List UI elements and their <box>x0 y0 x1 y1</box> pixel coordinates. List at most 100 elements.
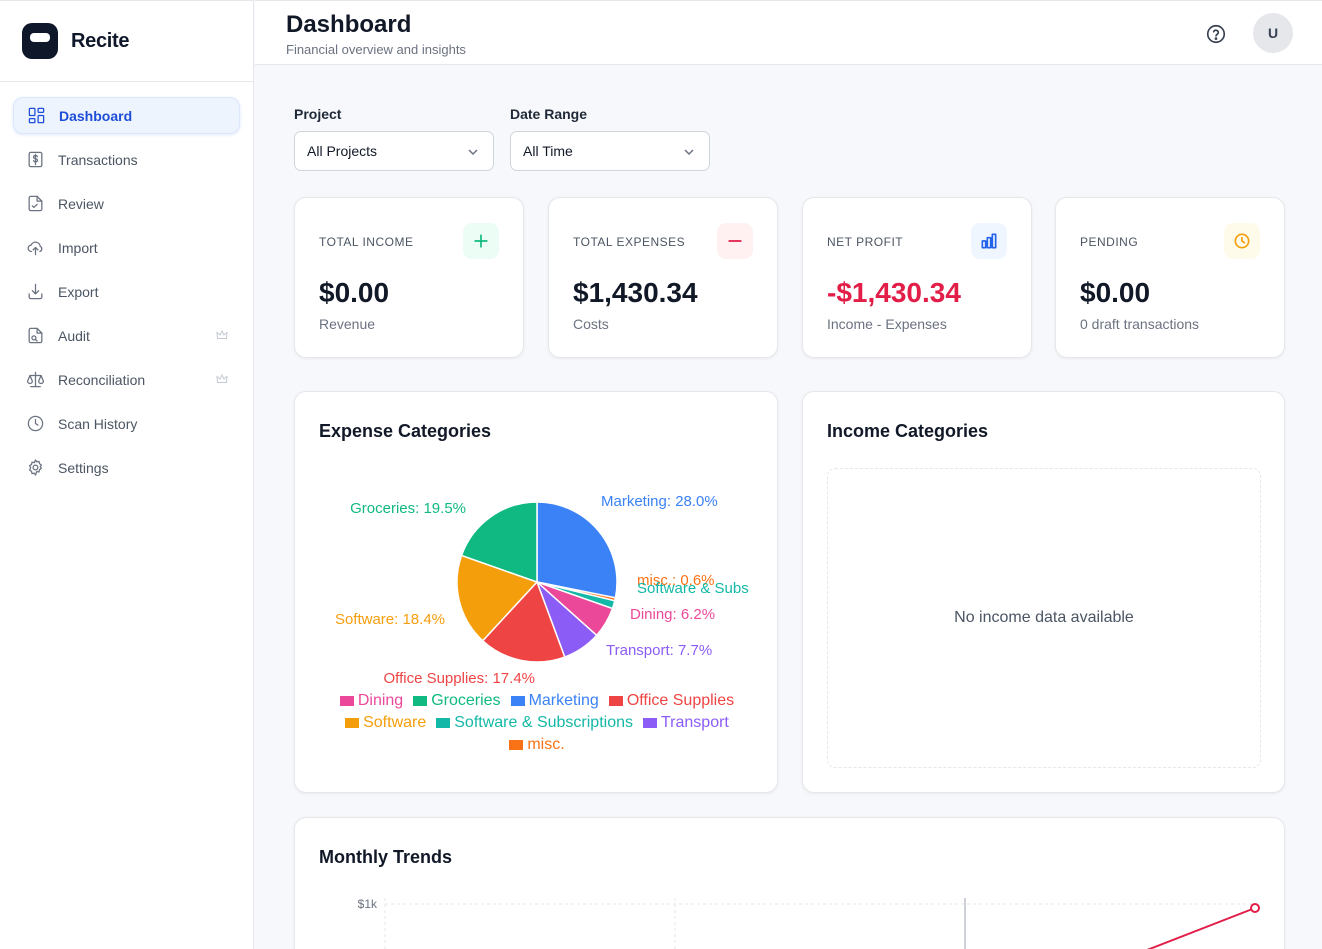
legend-item[interactable]: Office Supplies <box>608 692 735 710</box>
legend-item[interactable]: Transport <box>643 714 729 732</box>
pie-slice-groceries[interactable] <box>460 501 538 584</box>
page-title: Dashboard <box>286 11 412 38</box>
stat-card-total-income: TOTAL INCOME $0.00 Revenue <box>294 197 524 358</box>
sidebar-item-label: Dashboard <box>59 107 133 124</box>
pie-slice-software[interactable] <box>456 554 539 642</box>
sidebar-item-import[interactable]: Import <box>13 229 240 266</box>
stat-value: $1,430.34 <box>573 277 698 308</box>
crown-icon <box>216 373 228 383</box>
sidebar-item-label: Export <box>58 283 99 300</box>
income-empty-text: No income data available <box>954 609 1134 626</box>
legend-swatch <box>339 696 354 706</box>
stat-label: TOTAL EXPENSES <box>573 235 686 249</box>
expense-categories-title: Expense Categories <box>319 421 492 441</box>
date-range-select-value: All Time <box>523 143 573 159</box>
pie-label: Software: 18.4% <box>335 611 445 628</box>
avatar[interactable]: U <box>1253 13 1293 53</box>
sidebar-item-export[interactable]: Export <box>13 273 240 310</box>
sidebar-nav: Dashboard Transactions Review Import Export A… <box>0 82 253 486</box>
trend-point[interactable] <box>1250 903 1260 913</box>
legend-item[interactable]: Software & Subscriptions <box>436 714 633 732</box>
legend-label: Software & Subscriptions <box>454 714 633 731</box>
sidebar-item-label: Audit <box>58 327 90 344</box>
legend-item[interactable]: Dining <box>339 692 404 710</box>
legend-label: Marketing <box>528 692 599 709</box>
sidebar-item-label: Reconciliation <box>58 371 146 388</box>
app-logo <box>22 23 58 59</box>
clock-icon <box>1224 223 1260 259</box>
project-filter: Project All Projects <box>294 106 494 171</box>
sidebar: Recite Dashboard Transactions Review Import… <box>0 0 254 949</box>
pie-label: Marketing: 28.0% <box>601 493 718 510</box>
pie-label: Software & Subs <box>637 580 749 597</box>
expense-categories-card: Expense Categories Marketing: 28.0% misc.… <box>294 391 778 793</box>
legend-item[interactable]: Marketing <box>510 692 599 710</box>
pie-slice-marketing[interactable] <box>536 501 618 599</box>
legend-swatch <box>608 696 623 706</box>
review-icon <box>25 194 45 214</box>
legend-item[interactable]: Software <box>345 714 426 732</box>
legend-swatch <box>509 740 524 750</box>
pie-slice-office-supplies[interactable] <box>481 580 566 663</box>
stat-sub: Costs <box>573 316 609 332</box>
dollar-icon <box>25 150 45 170</box>
expense-legend: Dining Groceries Marketing Office Supplies S… <box>319 692 755 754</box>
sidebar-item-scan-history[interactable]: Scan History <box>13 405 240 442</box>
brand[interactable]: Recite <box>0 1 253 82</box>
legend-label: Groceries <box>431 692 501 709</box>
sidebar-item-reconciliation[interactable]: Reconciliation <box>13 361 240 398</box>
sidebar-item-audit[interactable]: Audit <box>13 317 240 354</box>
y-tick-label: $1k <box>358 897 378 911</box>
legend-label: Office Supplies <box>626 692 735 709</box>
stat-value: $0.00 <box>319 277 390 308</box>
project-select[interactable]: All Projects <box>294 131 494 171</box>
sidebar-item-dashboard[interactable]: Dashboard <box>13 97 240 134</box>
income-empty-state: No income data available <box>827 468 1261 768</box>
expense-pie-chart: Marketing: 28.0% misc.: 0.6%Software & Su… <box>335 493 749 687</box>
page-header: Dashboard Financial overview and insight… <box>255 0 1322 65</box>
date-range-select[interactable]: All Time <box>510 131 710 171</box>
date-range-filter: Date Range All Time <box>510 106 710 171</box>
sidebar-item-label: Import <box>58 239 98 256</box>
legend-label: Software <box>363 714 427 731</box>
gear-icon <box>25 458 45 478</box>
stat-sub: Income - Expenses <box>827 316 947 332</box>
sidebar-item-label: Settings <box>58 459 109 476</box>
project-select-value: All Projects <box>307 143 378 159</box>
bar-chart-icon <box>971 223 1007 259</box>
stat-value: -$1,430.34 <box>827 277 961 308</box>
sidebar-item-label: Review <box>58 195 104 212</box>
pie-label: misc.: 0.6% <box>637 572 715 589</box>
date-range-filter-label: Date Range <box>510 106 588 122</box>
dashboard-icon <box>26 106 46 126</box>
chevron-down-icon <box>468 149 478 156</box>
sidebar-item-label: Transactions <box>58 151 138 168</box>
pie-label: Dining: 6.2% <box>630 606 715 623</box>
clock-icon <box>25 414 45 434</box>
legend-item[interactable]: Groceries <box>413 692 501 710</box>
income-categories-title: Income Categories <box>827 421 989 441</box>
stat-card-net-profit: NET PROFIT -$1,430.34 Income - Expenses <box>802 197 1032 358</box>
help-icon[interactable] <box>1205 23 1227 45</box>
sidebar-item-settings[interactable]: Settings <box>13 449 240 486</box>
pie-label: Transport: 7.7% <box>606 642 712 659</box>
legend-swatch <box>436 718 451 728</box>
scale-icon <box>25 370 45 390</box>
legend-item[interactable]: misc. <box>509 736 565 754</box>
chevron-down-icon <box>684 149 694 156</box>
legend-swatch <box>345 718 360 728</box>
page-subtitle: Financial overview and insights <box>286 42 466 57</box>
audit-icon <box>25 326 45 346</box>
legend-swatch <box>510 696 525 706</box>
stat-sub: Revenue <box>319 316 376 332</box>
stat-label: PENDING <box>1080 235 1139 249</box>
stat-sub: 0 draft transactions <box>1080 316 1200 332</box>
monthly-trends-chart: $1k <box>358 897 1260 949</box>
plus-icon <box>463 223 499 259</box>
sidebar-item-transactions[interactable]: Transactions <box>13 141 240 178</box>
app-name: Recite <box>71 29 130 52</box>
legend-label: Dining <box>357 692 404 709</box>
sidebar-item-review[interactable]: Review <box>13 185 240 222</box>
download-icon <box>25 282 45 302</box>
income-categories-card: Income Categories No income data availab… <box>802 391 1285 793</box>
